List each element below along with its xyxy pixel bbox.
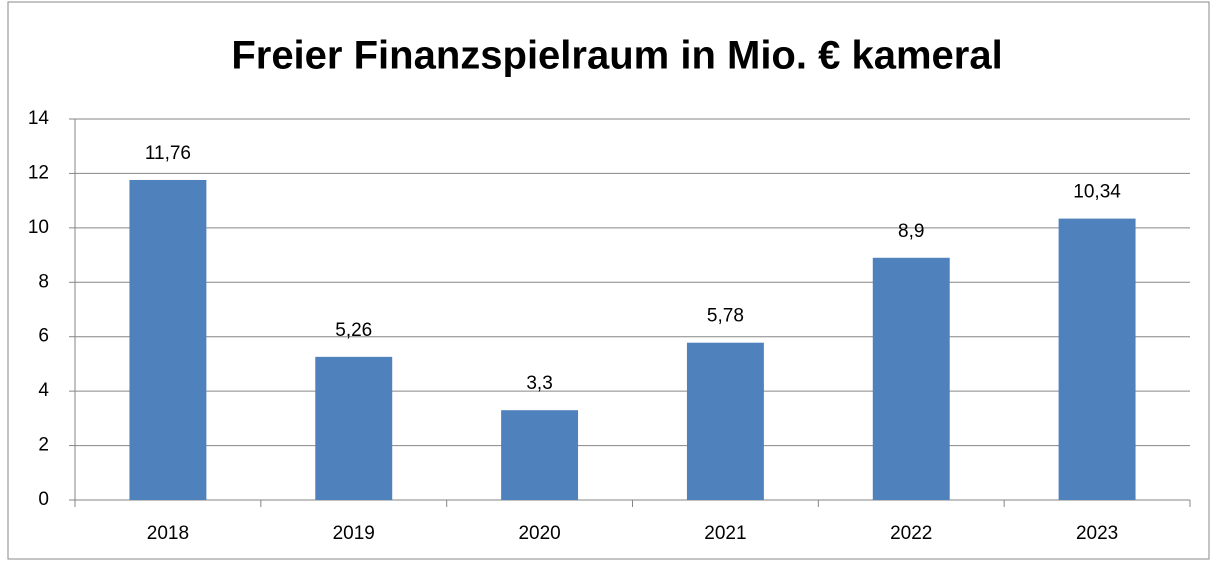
x-tick-label: 2021 (704, 523, 746, 544)
data-label: 3,3 (526, 373, 552, 394)
y-tick-label: 4 (38, 380, 49, 401)
data-label: 11,76 (145, 143, 191, 164)
bar (501, 410, 579, 500)
bar (686, 342, 764, 500)
y-tick-label: 0 (38, 489, 49, 510)
data-label: 5,26 (335, 320, 372, 341)
bar (872, 257, 950, 500)
bar (1058, 218, 1136, 500)
x-tick-label: 2020 (518, 523, 560, 544)
y-tick-label: 6 (38, 326, 49, 347)
x-tick-label: 2022 (890, 523, 932, 544)
x-tick-label: 2019 (333, 523, 375, 544)
y-tick-label: 14 (28, 108, 50, 129)
y-tick-label: 10 (28, 217, 49, 238)
y-tick-label: 12 (28, 162, 49, 183)
data-label: 10,34 (1073, 182, 1121, 203)
chart-frame (7, 1, 1210, 560)
x-tick-label: 2023 (1076, 523, 1118, 544)
y-tick-label: 2 (38, 435, 49, 456)
bar (315, 356, 393, 500)
x-tick-label: 2018 (147, 523, 189, 544)
data-label: 5,78 (707, 306, 744, 327)
bar (129, 179, 207, 500)
data-label: 8,9 (898, 221, 924, 242)
chart-title: Freier Finanzspielraum in Mio. € kameral (231, 34, 1002, 78)
y-tick-label: 8 (38, 271, 49, 292)
